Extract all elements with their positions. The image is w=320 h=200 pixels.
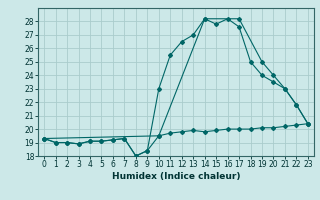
X-axis label: Humidex (Indice chaleur): Humidex (Indice chaleur): [112, 172, 240, 181]
